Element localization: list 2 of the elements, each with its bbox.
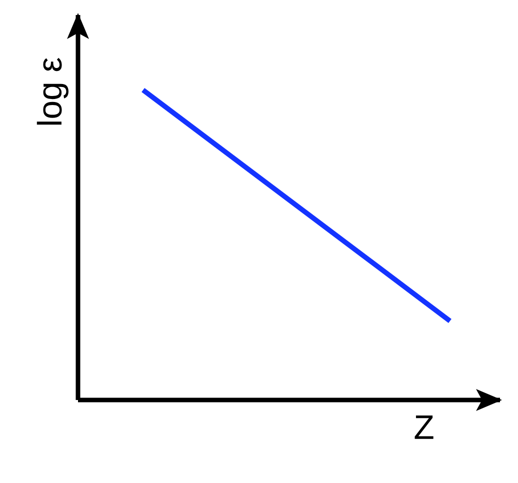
x-axis-title: Z	[414, 416, 434, 439]
y-axis-title: log ε	[36, 58, 68, 125]
